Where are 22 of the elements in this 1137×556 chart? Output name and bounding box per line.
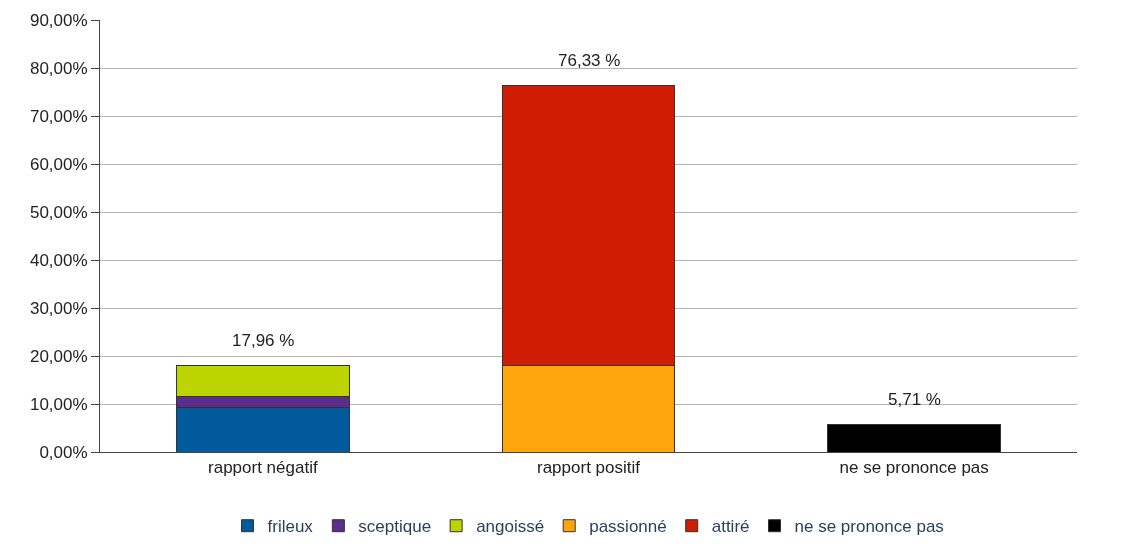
y-tick-label: 0,00%	[39, 442, 88, 462]
legend-label: sceptique	[358, 517, 432, 537]
legend-label: passionné	[589, 517, 667, 537]
y-tick-label: 10,00%	[29, 394, 88, 414]
legend-label: frileux	[267, 517, 314, 537]
total-label: 17,96 %	[232, 331, 295, 350]
x-tick-label: rapport négatif	[208, 458, 318, 478]
y-tick-label: 20,00%	[29, 346, 88, 366]
y-tick-label: 80,00%	[29, 58, 88, 78]
x-tick-label: rapport positif	[537, 458, 641, 478]
legend-label: attiré	[711, 517, 750, 537]
y-tick-label: 30,00%	[29, 298, 88, 318]
legend-label: ne se prononce pas	[794, 517, 944, 537]
y-tick-label: 50,00%	[29, 202, 88, 222]
x-tick-label: ne se prononce pas	[839, 458, 989, 478]
y-tick-label: 90,00%	[29, 10, 88, 30]
legend-label: angoissé	[476, 517, 545, 537]
total-label: 76,33 %	[558, 51, 621, 70]
y-tick-label: 60,00%	[29, 154, 88, 174]
y-tick-label: 70,00%	[29, 106, 88, 126]
y-tick-label: 40,00%	[29, 250, 88, 270]
total-label: 5,71 %	[888, 390, 941, 409]
